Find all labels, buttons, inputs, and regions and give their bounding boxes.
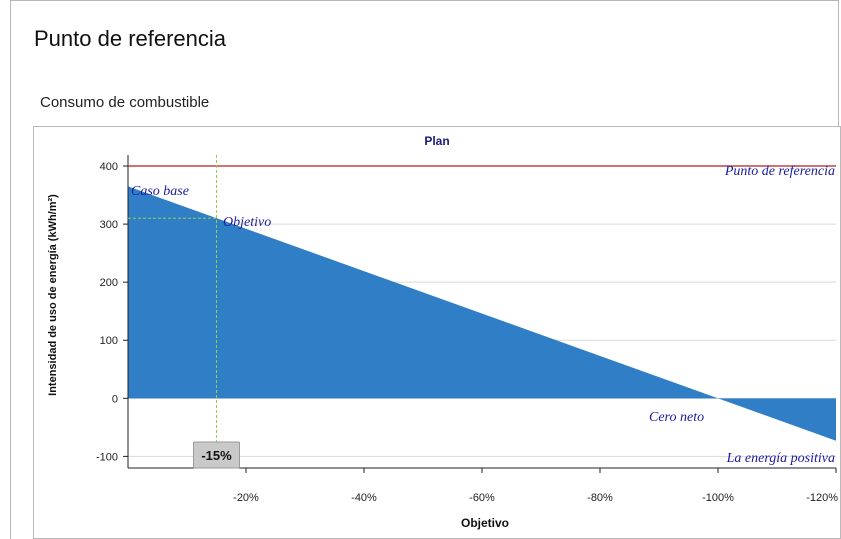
y-tick-label: 100 [100,335,118,347]
section-title: Consumo de combustible [40,94,210,111]
x-tick-label: -100% [702,492,734,504]
x-tick-labels: -20% -40% -60% -80% -100% -120% [233,468,838,504]
target-annotation: Objetivo [223,215,271,230]
chart-panel: -100 0 100 200 300 400 -20% -40% -60% -80% -100% -… [33,126,841,539]
x-tick-label: -40% [351,492,377,504]
target-badge-label: -15% [201,448,232,463]
y-tick-label: 200 [100,277,118,289]
y-tick-label: -100 [96,451,118,463]
reference-annotation: Punto de referencia [724,164,835,179]
net-zero-annotation: Cero neto [649,410,704,425]
base-case-annotation: Caso base [131,184,189,199]
x-axis-label: Objetivo [461,516,509,530]
x-tick-label: -60% [469,492,495,504]
x-tick-label: -20% [233,492,259,504]
positive-energy-annotation: La energía positiva [726,451,835,466]
page-title: Punto de referencia [34,26,227,51]
x-tick-label: -80% [587,492,613,504]
y-tick-label: 300 [100,219,118,231]
y-tick-labels: -100 0 100 200 300 400 [96,161,128,463]
y-axis-label: Intensidad de uso de energía (kWh/m²) [47,194,59,396]
x-tick-label: -120% [806,492,838,504]
chart-title: Plan [424,134,449,148]
target-badge [193,441,240,469]
y-tick-label: 400 [100,161,118,173]
y-tick-label: 0 [112,393,118,405]
